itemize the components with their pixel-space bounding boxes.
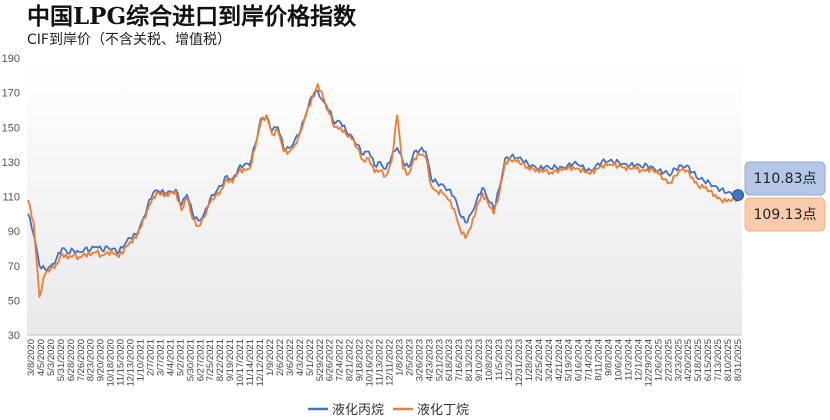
x-tick-label: 9/18/2022 [355, 339, 366, 381]
x-tick-label: 1/26/2025 [653, 339, 664, 381]
x-tick-label: 11/5/2023 [494, 339, 505, 381]
x-tick-label: 8/23/2020 [86, 339, 97, 381]
y-tick-label: 170 [2, 88, 20, 100]
y-tick-label: 150 [2, 122, 20, 134]
x-tick-label: 3/6/2022 [285, 339, 296, 376]
x-tick-label: 3/8/2020 [26, 339, 37, 376]
y-tick-label: 70 [8, 261, 20, 273]
x-tick-label: 1/28/2024 [524, 339, 535, 381]
x-tick-label: 10/17/2021 [235, 339, 246, 387]
callout-propane-box [744, 161, 826, 196]
x-tick-label: 8/10/2025 [723, 339, 734, 381]
x-tick-label: 8/13/2023 [464, 339, 475, 381]
x-tick-label: 1/10/2021 [136, 339, 147, 381]
x-tick-label: 9/20/2020 [96, 339, 107, 381]
legend-label-butane: 液化丁烷 [417, 403, 469, 418]
x-tick-label: 5/19/2024 [564, 339, 575, 381]
x-tick-label: 10/18/2020 [106, 339, 117, 387]
x-tick-label: 7/13/2025 [713, 339, 724, 381]
x-tick-label: 5/30/2021 [185, 339, 196, 381]
x-tick-label: 4/20/2025 [683, 339, 694, 381]
x-tick-label: 3/23/2025 [673, 339, 684, 381]
x-tick-label: 5/3/2020 [46, 339, 57, 376]
chart-title: 中国LPG综合进口到岸价格指数 [27, 3, 357, 30]
x-tick-label: 7/14/2024 [584, 339, 595, 381]
series-line-1 [27, 83, 739, 298]
x-axis: 3/8/20204/5/20205/3/20205/31/20206/28/20… [26, 334, 744, 387]
plot-background [27, 60, 742, 335]
y-tick-label: 30 [8, 330, 20, 342]
x-tick-label: 12/31/2023 [514, 339, 525, 387]
x-tick-label: 7/16/2023 [454, 339, 465, 381]
x-tick-label: 11/13/2022 [375, 339, 386, 386]
x-tick-label: 8/21/2022 [345, 339, 356, 381]
x-tick-label: 6/18/2023 [444, 339, 455, 381]
x-tick-label: 5/2/2021 [175, 339, 186, 376]
x-tick-label: 4/23/2023 [424, 339, 435, 381]
x-tick-label: 4/5/2020 [36, 339, 47, 376]
x-tick-label: 11/14/2021 [245, 339, 256, 386]
x-tick-label: 5/18/2025 [693, 339, 704, 381]
series-lines [27, 83, 744, 298]
x-tick-label: 2/5/2023 [404, 339, 415, 376]
x-tick-label: 5/29/2022 [315, 339, 326, 381]
x-tick-label: 6/16/2024 [574, 339, 585, 381]
x-tick-label: 1/8/2023 [394, 339, 405, 376]
x-tick-label: 8/22/2021 [215, 339, 226, 381]
end-value-callouts: 110.83点 109.13点 [744, 161, 826, 232]
x-tick-label: 4/4/2021 [165, 339, 176, 376]
x-tick-label: 10/6/2024 [614, 339, 625, 381]
x-tick-label: 3/26/2023 [414, 339, 425, 381]
callout-butane-box [744, 197, 826, 232]
x-tick-label: 11/15/2020 [116, 339, 127, 386]
x-tick-label: 1/9/2022 [265, 339, 276, 376]
x-tick-label: 12/11/2022 [384, 339, 395, 386]
y-tick-label: 130 [2, 157, 20, 169]
y-axis: 30 50 70 90 110 130 150 170 190 [2, 53, 20, 342]
x-tick-label: 5/1/2022 [305, 339, 316, 376]
y-tick-label: 90 [8, 226, 20, 238]
x-tick-label: 8/11/2024 [594, 339, 605, 381]
x-tick-label: 12/1/2024 [633, 339, 644, 381]
x-tick-label: 6/15/2025 [703, 339, 714, 381]
x-tick-label: 12/29/2024 [643, 339, 654, 387]
x-tick-label: 7/25/2021 [205, 339, 216, 381]
x-tick-label: 9/10/2023 [474, 339, 485, 381]
x-tick-label: 4/21/2024 [554, 339, 565, 381]
x-tick-label: 4/3/2022 [295, 339, 306, 376]
y-tick-label: 190 [2, 53, 20, 65]
x-tick-label: 12/12/2021 [255, 339, 266, 387]
x-tick-label: 10/8/2023 [484, 339, 495, 381]
x-tick-label: 2/23/2025 [663, 339, 674, 381]
x-tick-label: 10/16/2022 [365, 339, 376, 387]
x-tick-label: 5/21/2023 [434, 339, 445, 381]
y-tick-label: 50 [8, 295, 20, 307]
x-tick-label: 2/7/2021 [145, 339, 156, 376]
x-tick-label: 5/31/2020 [56, 339, 67, 381]
x-tick-label: 9/8/2024 [604, 339, 615, 376]
x-tick-label: 8/31/2025 [733, 339, 744, 381]
x-tick-label: 9/19/2021 [225, 339, 236, 381]
x-tick-label: 3/7/2021 [155, 339, 166, 376]
x-tick-label: 7/26/2020 [76, 339, 87, 381]
x-tick-label: 7/24/2022 [335, 339, 346, 381]
legend: 液化丙烷 液化丁烷 [308, 403, 469, 418]
x-tick-label: 2/6/2022 [275, 339, 286, 376]
x-tick-label: 2/25/2024 [534, 339, 545, 381]
x-tick-label: 6/27/2021 [195, 339, 206, 381]
x-tick-label: 11/3/2024 [623, 339, 634, 381]
x-tick-label: 12/3/2023 [504, 339, 515, 381]
callout-butane-text: 109.13点 [754, 207, 817, 223]
end-point-marker [732, 189, 744, 202]
callout-propane-text: 110.83点 [754, 171, 817, 187]
x-tick-label: 12/13/2020 [126, 339, 137, 387]
y-tick-label: 110 [2, 192, 20, 204]
x-tick-label: 6/26/2022 [325, 339, 336, 381]
x-tick-label: 3/24/2024 [544, 339, 555, 381]
x-tick-label: 6/28/2020 [66, 339, 77, 381]
chart-subtitle: CIF到岸价（不含关税、增值税） [27, 32, 231, 48]
legend-label-propane: 液化丙烷 [332, 403, 384, 418]
